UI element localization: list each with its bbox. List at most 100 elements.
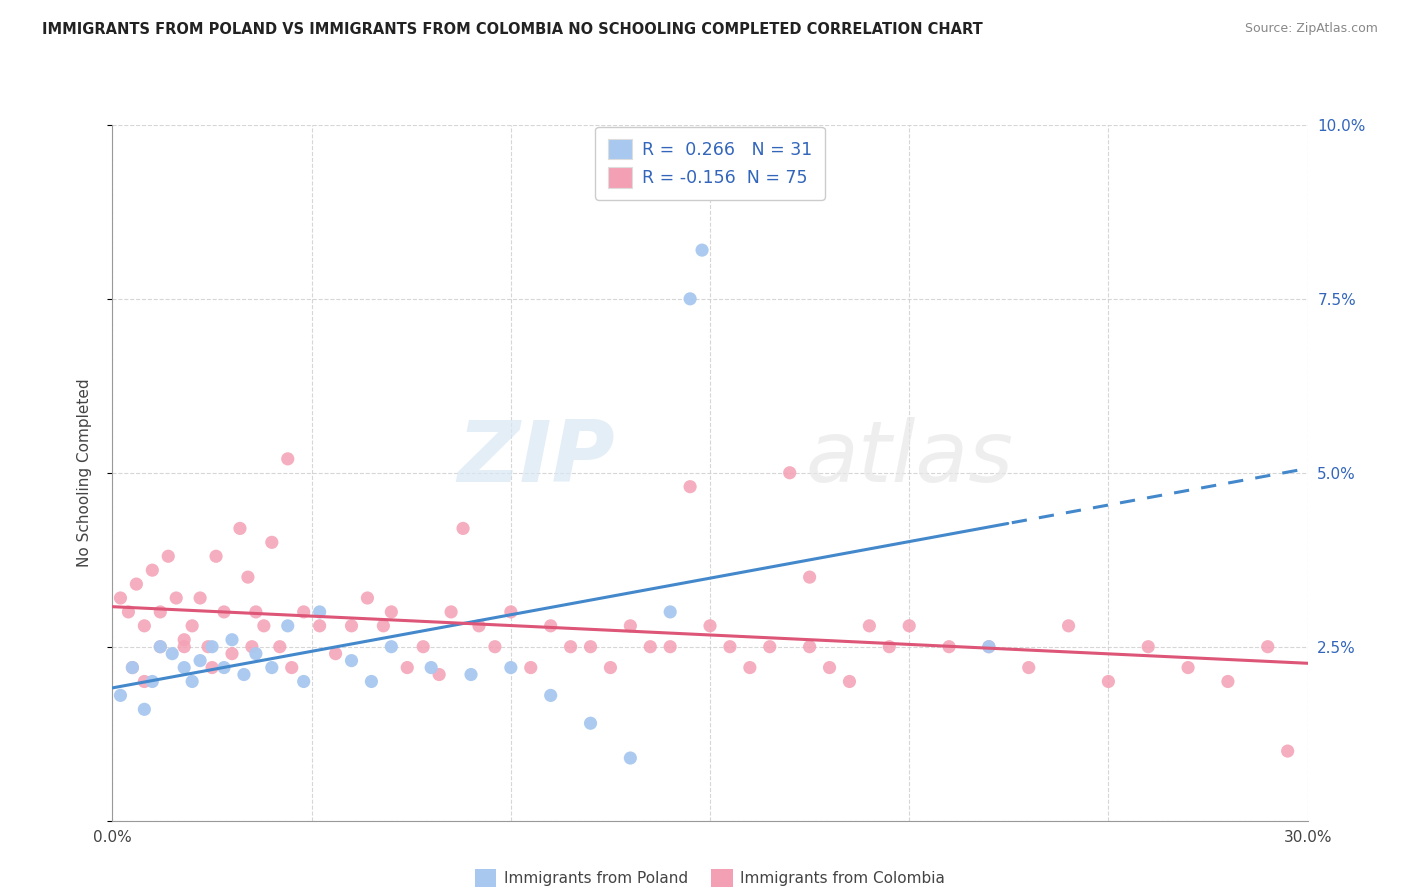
Point (427, 667, 450, 681)
Text: ZIP: ZIP (457, 417, 614, 500)
Point (451, 521, 474, 535)
Point (221, 647, 243, 661)
Point (560, 640, 582, 654)
Point (659, 640, 682, 654)
Text: IMMIGRANTS FROM POLAND VS IMMIGRANTS FROM COLOMBIA NO SCHOOLING COMPLETED CORREL: IMMIGRANTS FROM POLAND VS IMMIGRANTS FRO… (42, 22, 983, 37)
Point (679, 480, 702, 494)
Point (197, 640, 219, 654)
Point (281, 660, 304, 674)
Point (1177, 660, 1199, 674)
Point (468, 619, 491, 633)
Point (360, 674, 382, 689)
Point (260, 660, 283, 674)
Point (134, 702, 156, 716)
Point (229, 521, 252, 535)
Point (292, 605, 315, 619)
Point (245, 605, 267, 619)
Point (898, 619, 921, 633)
Point (212, 660, 235, 674)
Point (977, 640, 1000, 654)
Point (233, 667, 256, 681)
Point (977, 640, 1000, 654)
Point (619, 619, 641, 633)
Point (1097, 674, 1119, 689)
Point (188, 654, 211, 668)
Point (799, 640, 821, 654)
Point (292, 674, 315, 689)
Point (818, 660, 841, 674)
Point (460, 667, 482, 681)
Point (277, 619, 299, 633)
Point (380, 605, 402, 619)
Point (201, 660, 224, 674)
Point (412, 640, 434, 654)
Point (356, 591, 378, 605)
Point (157, 549, 180, 564)
Point (1137, 640, 1160, 654)
Point (110, 591, 132, 605)
Point (134, 619, 156, 633)
Point (877, 640, 900, 654)
Point (579, 640, 602, 654)
Point (699, 619, 721, 633)
Point (308, 619, 330, 633)
Point (260, 535, 283, 549)
Point (308, 605, 330, 619)
Point (240, 640, 263, 654)
Legend: Immigrants from Poland, Immigrants from Colombia: Immigrants from Poland, Immigrants from … (470, 863, 950, 892)
Point (679, 292, 702, 306)
Point (134, 674, 156, 689)
Point (718, 640, 741, 654)
Point (141, 674, 163, 689)
Point (838, 674, 860, 689)
Point (938, 640, 960, 654)
Point (253, 619, 276, 633)
Point (484, 640, 506, 654)
Point (1018, 660, 1040, 674)
Point (858, 619, 880, 633)
Point (340, 654, 363, 668)
Point (173, 632, 195, 647)
Point (205, 549, 228, 564)
Point (173, 640, 195, 654)
Point (1257, 640, 1279, 654)
Point (380, 640, 402, 654)
Point (520, 660, 543, 674)
Point (181, 674, 204, 689)
Point (690, 243, 713, 257)
Point (396, 660, 419, 674)
Point (121, 660, 143, 674)
Point (277, 451, 299, 466)
Y-axis label: No Schooling Completed: No Schooling Completed (77, 378, 91, 567)
Point (245, 647, 267, 661)
Point (1057, 619, 1080, 633)
Text: atlas: atlas (806, 417, 1014, 500)
Point (659, 605, 682, 619)
Point (540, 689, 562, 703)
Point (325, 647, 347, 661)
Point (212, 605, 235, 619)
Point (499, 660, 522, 674)
Point (269, 640, 291, 654)
Point (738, 660, 761, 674)
Point (201, 640, 224, 654)
Point (340, 619, 363, 633)
Point (440, 605, 463, 619)
Point (373, 619, 395, 633)
Point (236, 570, 259, 584)
Point (499, 605, 522, 619)
Point (141, 563, 163, 577)
Point (162, 647, 183, 661)
Text: Source: ZipAtlas.com: Source: ZipAtlas.com (1244, 22, 1378, 36)
Point (149, 605, 172, 619)
Point (619, 751, 641, 765)
Point (799, 570, 821, 584)
Point (149, 640, 172, 654)
Point (540, 619, 562, 633)
Point (759, 640, 782, 654)
Point (779, 466, 801, 480)
Point (110, 689, 132, 703)
Point (149, 640, 172, 654)
Point (188, 591, 211, 605)
Point (165, 591, 187, 605)
